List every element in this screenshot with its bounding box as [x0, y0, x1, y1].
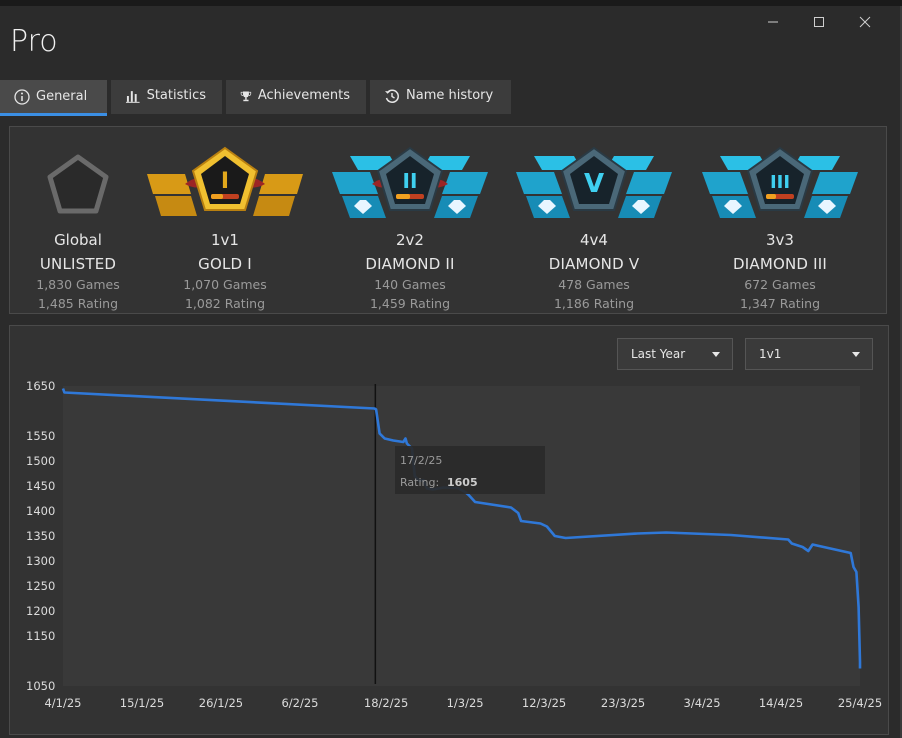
y-tick-label: 1650 — [26, 379, 55, 393]
chevron-down-icon — [852, 351, 860, 357]
mode-dropdown[interactable]: 1v1 — [745, 338, 873, 370]
rank-games: 1,070 Games — [183, 277, 267, 292]
x-tick-label: 15/1/25 — [120, 696, 164, 710]
rank-rating: 1,347 Rating — [739, 296, 821, 311]
info-icon — [14, 88, 30, 105]
rank-games: 1,830 Games — [36, 277, 120, 292]
diamond-rank-emblem-icon: II — [330, 141, 490, 231]
y-tick-label: 1050 — [26, 679, 55, 693]
tooltip-value: 1605 — [447, 476, 478, 489]
x-tick-label: 18/2/25 — [364, 696, 408, 710]
rank-games: 672 Games — [744, 277, 816, 292]
x-tick-label: 6/2/25 — [281, 696, 318, 710]
x-tick-label: 1/3/25 — [447, 696, 484, 710]
rank-card-4v4: V 4v4 DIAMOND V 478 Games 1,186 Rating — [514, 141, 674, 311]
tab-statistics[interactable]: Statistics — [111, 80, 222, 114]
diamond-numeral: III — [770, 172, 790, 193]
tooltip-label: Rating: — [400, 476, 439, 489]
gold-rank-emblem-icon: I — [145, 141, 305, 231]
rating-series-line — [61, 388, 862, 669]
tab-achievements-label: Achievements — [257, 88, 350, 103]
ranks-panel: Global UNLISTED 1,830 Games 1,485 Rating… — [9, 126, 887, 314]
period-dropdown-value: Last Year — [631, 347, 686, 361]
rank-rating: 1,485 Rating — [37, 296, 119, 311]
diamond-rank-emblem-icon: V — [514, 141, 674, 231]
x-tick-label: 26/1/25 — [199, 696, 243, 710]
close-button[interactable] — [842, 10, 888, 34]
rank-tier: UNLISTED — [39, 255, 117, 273]
rating-chart-panel: Last Year 1v1 1050 1150 1200 1250 1300 1350 14… — [9, 325, 889, 735]
rank-mode: Global — [54, 231, 102, 249]
rank-mode: 4v4 — [580, 231, 608, 249]
rank-tier: DIAMOND II — [365, 255, 455, 273]
mode-dropdown-value: 1v1 — [759, 347, 782, 361]
diamond-numeral: II — [403, 169, 418, 193]
page-title: Pro — [10, 24, 58, 59]
window-controls — [750, 10, 888, 34]
rating-line-chart[interactable]: 1050 1150 1200 1250 1300 1350 1400 1450 1500 1550… — [10, 326, 888, 734]
y-tick-label: 1500 — [26, 454, 55, 468]
x-tick-label: 3/4/25 — [684, 696, 721, 710]
y-tick-label: 1350 — [26, 529, 55, 543]
maximize-button[interactable] — [796, 10, 842, 34]
rank-rating: 1,459 Rating — [369, 296, 451, 311]
x-tick-label: 23/3/25 — [601, 696, 645, 710]
rank-card-1v1: I 1v1 GOLD I 1,070 Games 1,082 Rating — [145, 141, 305, 311]
close-icon — [859, 16, 871, 28]
y-tick-label: 1150 — [26, 629, 55, 643]
x-tick-label: 14/4/25 — [759, 696, 803, 710]
tab-name-history[interactable]: Name history — [370, 80, 511, 114]
tooltip-date: 17/2/25 — [400, 454, 442, 467]
rank-mode: 1v1 — [211, 231, 239, 249]
chevron-down-icon — [712, 351, 720, 357]
window-top-strip — [0, 0, 902, 6]
rank-mode: 3v3 — [766, 231, 794, 249]
rank-card-2v2: II 2v2 DIAMOND II 140 Games 1,459 Rating — [330, 141, 490, 311]
rank-card-global: Global UNLISTED 1,830 Games 1,485 Rating — [0, 141, 158, 311]
x-tick-label: 4/1/25 — [44, 696, 81, 710]
rank-rating: 1,186 Rating — [553, 296, 635, 311]
tab-name-history-label: Name history — [406, 88, 494, 103]
history-icon — [385, 89, 399, 103]
rank-tier: DIAMOND III — [733, 255, 827, 273]
rank-games: 478 Games — [558, 277, 630, 292]
gold-numeral: I — [221, 169, 229, 194]
y-tick-label: 1250 — [26, 579, 55, 593]
rank-tier: GOLD I — [198, 255, 252, 273]
y-tick-label: 1400 — [26, 504, 55, 518]
maximize-icon — [814, 17, 824, 27]
rank-mode: 2v2 — [396, 231, 424, 249]
diamond-numeral: V — [584, 169, 604, 199]
rank-card-3v3: III 3v3 DIAMOND III 672 Games 1,347 Rati… — [700, 141, 860, 311]
y-tick-label: 1450 — [26, 479, 55, 493]
tab-general[interactable]: General — [0, 80, 107, 116]
tab-statistics-label: Statistics — [146, 88, 206, 103]
hover-tooltip: 17/2/25 Rating: 1605 — [395, 446, 545, 494]
trophy-icon — [240, 91, 252, 101]
minimize-icon — [768, 21, 778, 23]
rank-games: 140 Games — [374, 277, 446, 292]
rank-tier: DIAMOND V — [548, 255, 640, 273]
x-tick-label: 25/4/25 — [838, 696, 882, 710]
minimize-button[interactable] — [750, 10, 796, 34]
x-tick-label: 12/3/25 — [522, 696, 566, 710]
rank-rating: 1,082 Rating — [184, 296, 266, 311]
y-tick-label: 1550 — [26, 429, 55, 443]
y-tick-label: 1300 — [26, 554, 55, 568]
unlisted-emblem-icon — [0, 141, 158, 231]
tab-general-label: General — [36, 89, 88, 104]
tab-achievements[interactable]: Achievements — [226, 80, 366, 114]
period-dropdown[interactable]: Last Year — [617, 338, 733, 370]
bar-chart-icon — [125, 90, 140, 103]
diamond-rank-emblem-icon: III — [700, 141, 860, 231]
y-tick-label: 1200 — [26, 604, 55, 618]
tab-bar: General Statistics Achievements Name his… — [0, 80, 515, 116]
